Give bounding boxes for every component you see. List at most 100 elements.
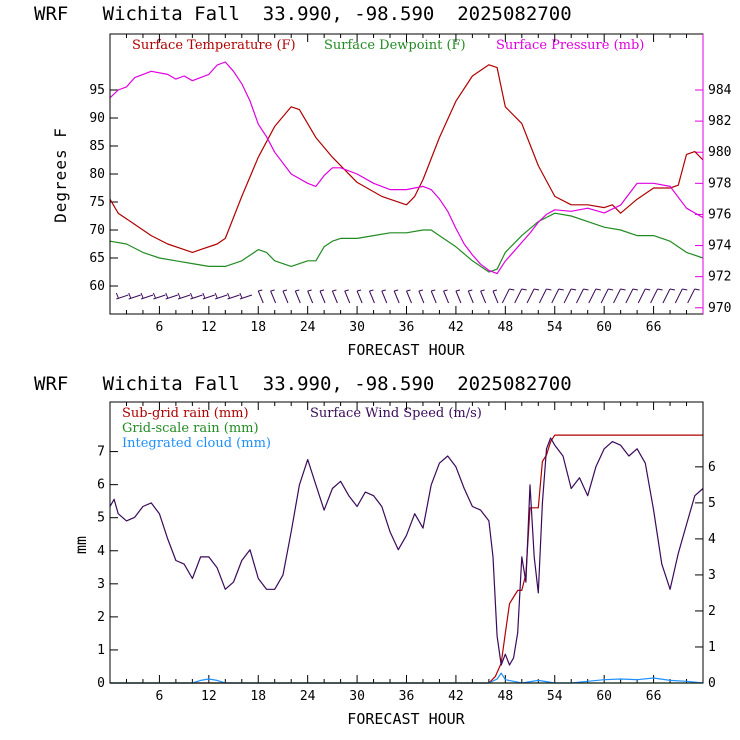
- bottom-y2-tick-label: 2: [708, 604, 716, 619]
- wind-barb: [270, 289, 277, 304]
- bottom-x-ticks: 6 12 18 24 30 36 42 48 54 60 66: [125, 402, 688, 704]
- top-y2-tick-label: 976: [708, 207, 731, 222]
- bottom-y2-tick-label: 3: [708, 568, 716, 583]
- wind-barb: [190, 292, 203, 300]
- wind-barb: [467, 289, 474, 304]
- top-x-ticks: 6 12 18 24 30 36 42 48 54 60 66: [125, 34, 688, 335]
- top-y2-tick-label: 970: [708, 301, 731, 316]
- wind-barb: [227, 292, 240, 300]
- wind-barb: [687, 288, 700, 304]
- wind-barb: [356, 289, 363, 304]
- top-x-tick-label: 60: [596, 320, 612, 335]
- bottom-y2-tick-label: 4: [708, 532, 716, 547]
- surface-temperature-line: [109, 64, 704, 253]
- bottom-y-tick-label: 6: [97, 478, 105, 493]
- top-y-tick-label: 80: [89, 167, 105, 182]
- wind-barb: [140, 292, 154, 300]
- bottom-x-tick-label: 66: [646, 689, 662, 704]
- bottom-y2-tick-label: 6: [708, 460, 716, 475]
- wind-barb: [331, 289, 338, 304]
- top-x-tick-label: 12: [201, 320, 217, 335]
- top-x-tick-label: 6: [156, 320, 164, 335]
- wind-barbs: [115, 288, 700, 304]
- bottom-x-tick-label: 42: [448, 689, 464, 704]
- top-series: [109, 61, 704, 275]
- bottom-x-tick-label: 30: [349, 689, 365, 704]
- legend-surface-pressure: Surface Pressure (mb): [496, 38, 644, 53]
- wind-barb: [674, 288, 688, 304]
- top-y-tick-label: 65: [89, 251, 105, 266]
- bottom-x-tick-label: 60: [596, 689, 612, 704]
- top-x-tick-label: 54: [547, 320, 563, 335]
- wind-barb: [430, 289, 437, 304]
- bottom-x-tick-label: 18: [250, 689, 266, 704]
- top-y2-tick-label: 980: [708, 145, 731, 160]
- top-legend: Surface Temperature (F) Surface Dewpoint…: [132, 38, 644, 53]
- integrated-cloud-line: [110, 672, 704, 684]
- top-y2-tick-label: 972: [708, 270, 731, 285]
- surface-wind-speed-line: [109, 437, 704, 666]
- bottom-x-tick-label: 36: [399, 689, 415, 704]
- wind-barb: [214, 292, 228, 300]
- bottom-x-tick-label: 24: [300, 689, 316, 704]
- top-y2-tick-label: 978: [708, 176, 731, 191]
- legend-surface-dewpoint: Surface Dewpoint (F): [324, 38, 466, 53]
- bottom-plot-frame: [109, 401, 704, 684]
- wind-barb: [662, 288, 676, 304]
- bottom-y-axis-label: mm: [72, 536, 90, 554]
- wind-barb: [177, 292, 191, 300]
- bottom-chart-title: WRF Wichita Fall 33.990, -98.590 2025082…: [34, 373, 572, 395]
- wind-barb: [501, 288, 515, 304]
- top-y2-ticks: 970 972 974 976 978 980 982 984: [695, 83, 732, 316]
- wind-barb: [613, 288, 626, 304]
- top-x-tick-label: 24: [300, 320, 316, 335]
- surface-pressure-line: [109, 61, 704, 275]
- top-x-tick-label: 48: [498, 320, 514, 335]
- legend-integrated-cloud: Integrated cloud (mm): [122, 436, 271, 451]
- top-y-tick-label: 75: [89, 195, 105, 210]
- surface-dewpoint-line: [109, 212, 704, 273]
- wind-barb: [282, 289, 289, 304]
- wind-barb: [393, 289, 400, 304]
- top-y-tick-label: 90: [89, 111, 105, 126]
- wind-barb: [600, 288, 614, 304]
- bottom-y2-tick-label: 0: [708, 676, 716, 691]
- bottom-y-tick-label: 7: [97, 445, 105, 460]
- wind-barb: [115, 292, 129, 300]
- bottom-legend: Sub-grid rain (mm) Grid-scale rain (mm) …: [122, 406, 482, 451]
- precipitation-panel: WRF Wichita Fall 33.990, -98.590 2025082…: [34, 373, 716, 728]
- legend-grid-scale-rain: Grid-scale rain (mm): [122, 421, 259, 436]
- top-y2-tick-label: 984: [708, 83, 732, 98]
- bottom-x-tick-label: 6: [156, 689, 164, 704]
- wind-barb: [637, 288, 651, 304]
- wind-barb: [443, 289, 450, 304]
- legend-surface-temperature: Surface Temperature (F): [132, 38, 296, 53]
- wind-barb: [576, 288, 589, 304]
- bottom-x-tick-label: 54: [547, 689, 563, 704]
- top-y2-tick-label: 974: [708, 239, 732, 254]
- top-y-tick-label: 60: [89, 279, 105, 294]
- wind-barb: [526, 288, 540, 304]
- wind-barb: [538, 288, 552, 304]
- bottom-y-tick-label: 1: [97, 643, 105, 658]
- wind-barb: [418, 289, 425, 304]
- wind-barb: [480, 289, 487, 304]
- wind-barb: [344, 289, 351, 304]
- wind-barb: [406, 289, 412, 304]
- legend-sub-grid-rain: Sub-grid rain (mm): [122, 406, 249, 421]
- top-y-tick-label: 85: [89, 139, 105, 154]
- wind-barb: [294, 289, 301, 304]
- top-x-tick-label: 18: [250, 320, 266, 335]
- wind-barb: [239, 292, 253, 300]
- bottom-y-tick-label: 4: [97, 544, 105, 559]
- top-x-tick-label: 30: [349, 320, 365, 335]
- temperature-panel: WRF Wichita Fall 33.990, -98.590 2025082…: [34, 3, 732, 359]
- wind-barb: [625, 288, 638, 304]
- wind-barb: [588, 288, 601, 304]
- top-y-ticks: 60 65 70 75 80 85 90 95: [89, 83, 118, 294]
- bottom-y-tick-label: 5: [97, 511, 105, 526]
- bottom-y2-ticks: 0 1 2 3 4 5 6: [695, 460, 716, 691]
- top-x-tick-label: 42: [448, 320, 464, 335]
- top-y2-tick-label: 982: [708, 114, 731, 129]
